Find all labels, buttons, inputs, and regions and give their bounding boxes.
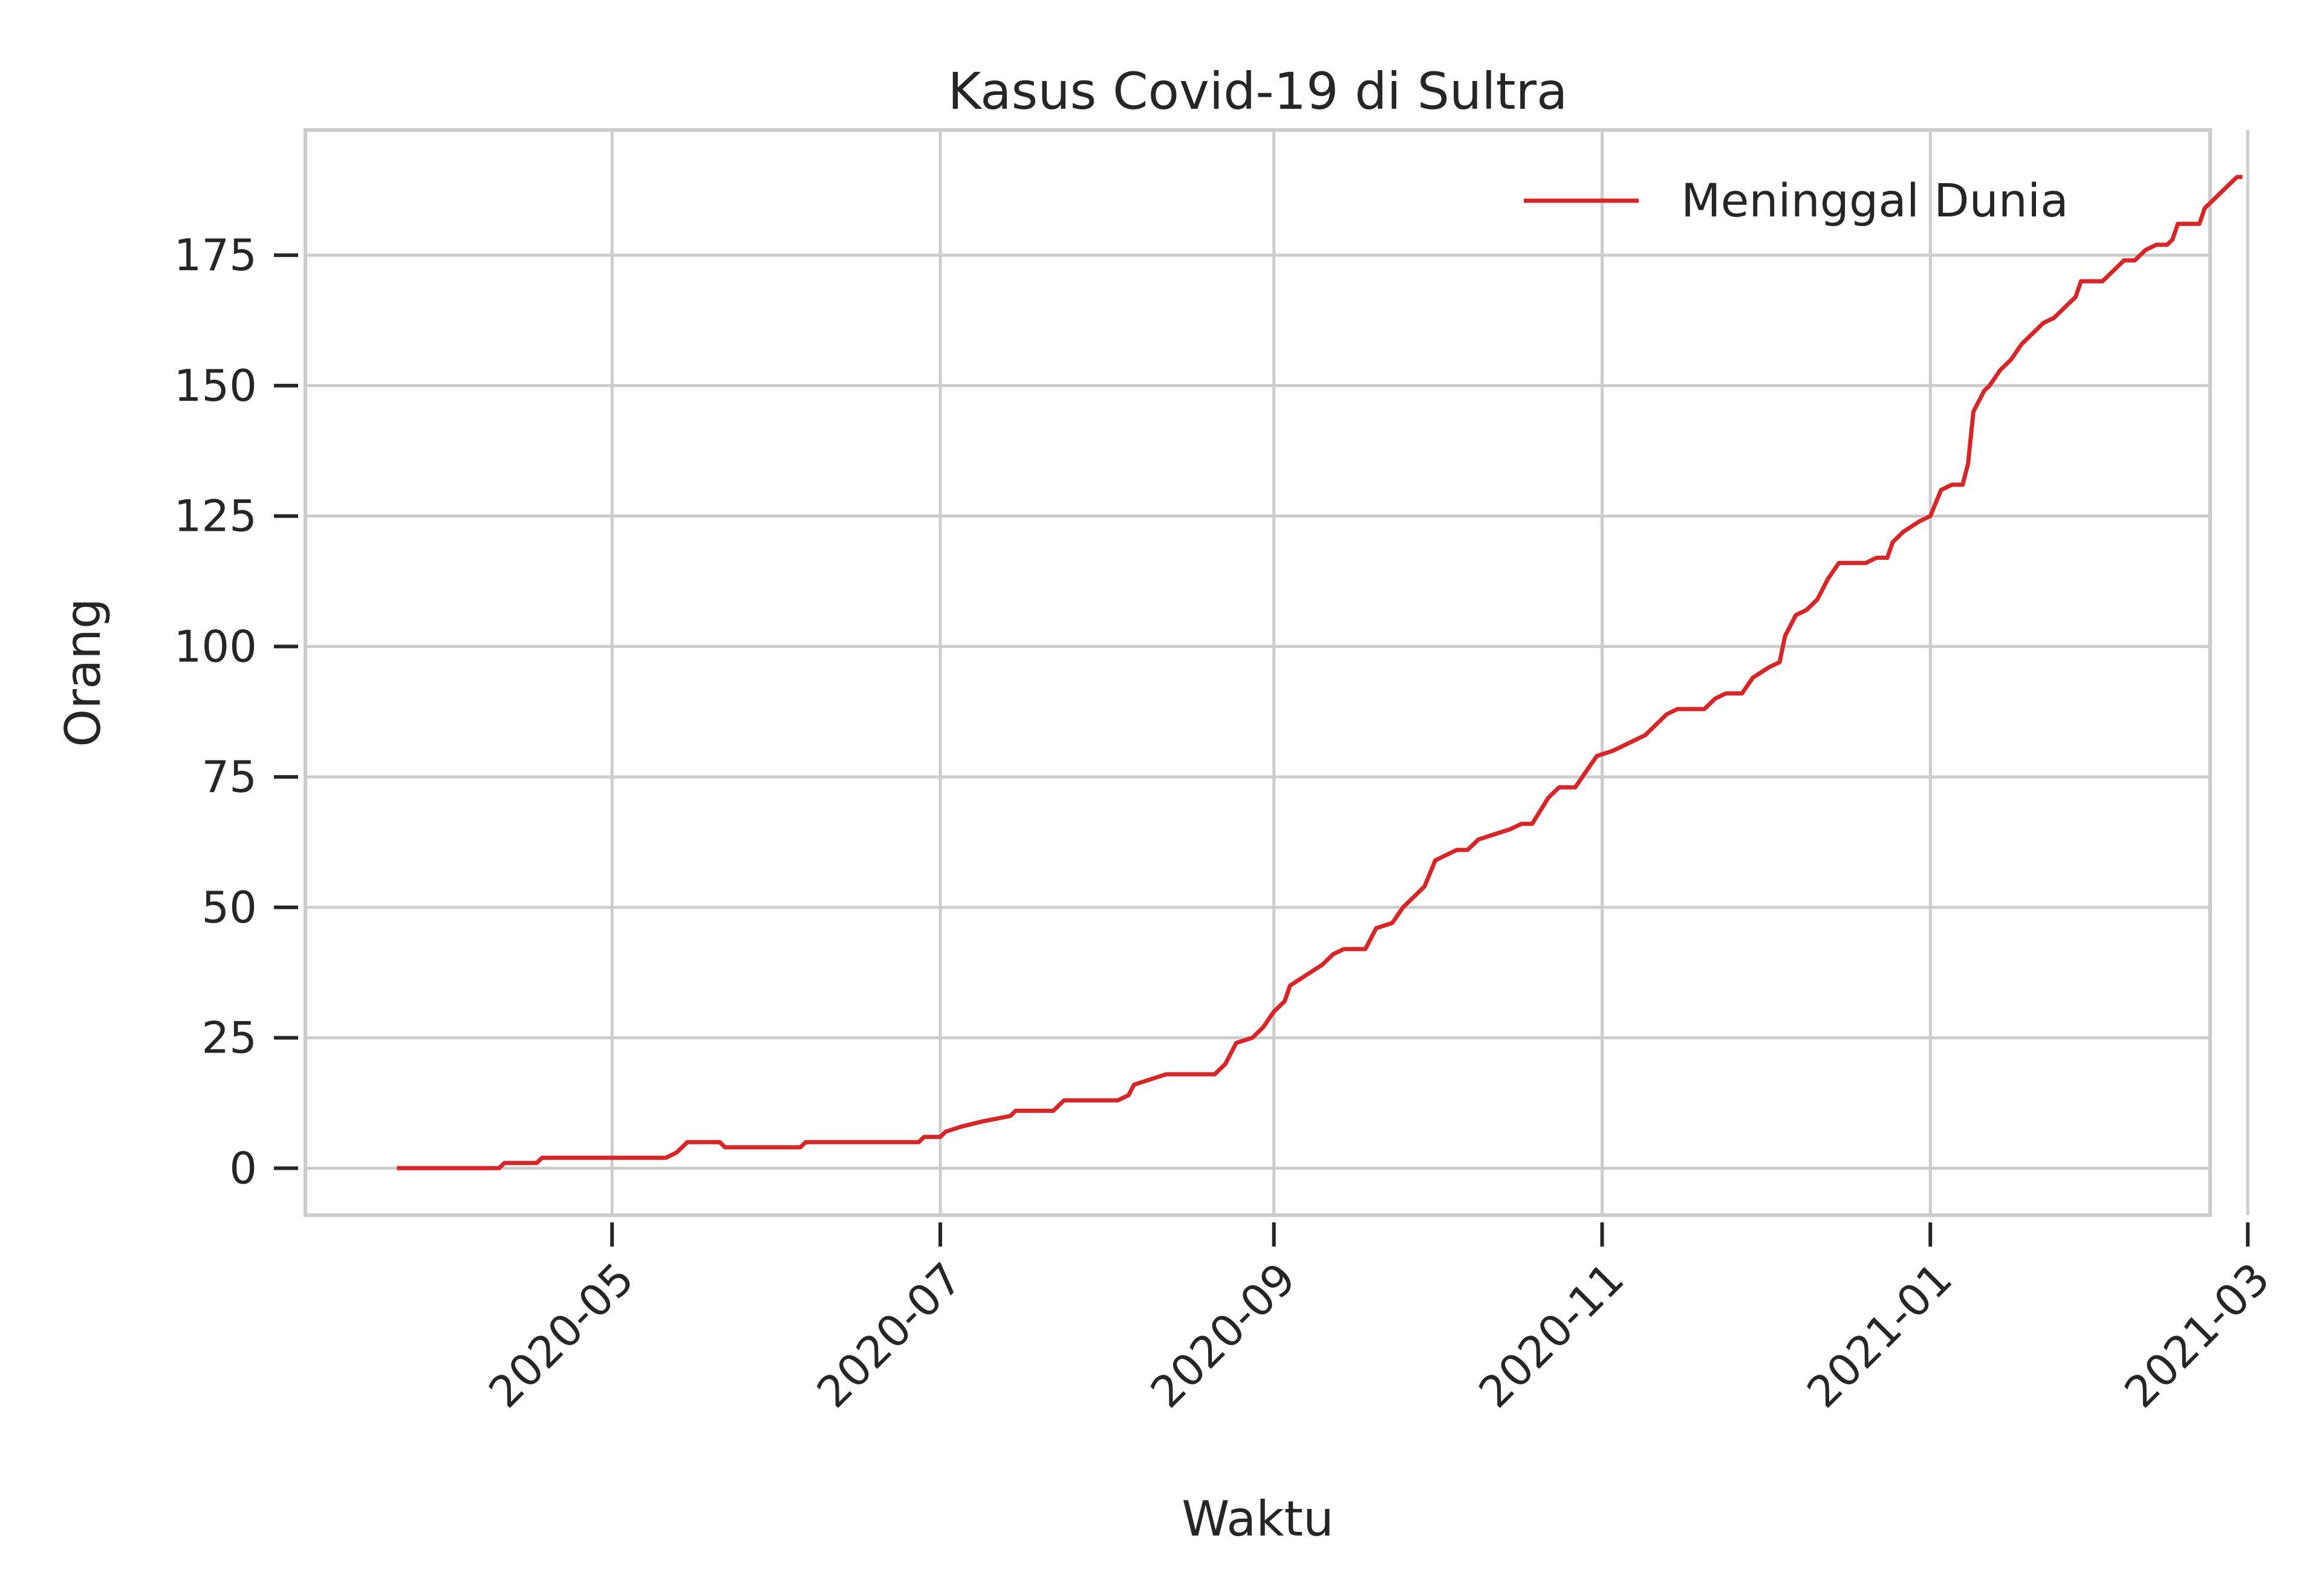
y-axis-title: Orang <box>55 598 111 747</box>
y-tick-label: 0 <box>229 1143 257 1193</box>
legend-label-meninggal-dunia: Meninggal Dunia <box>1681 174 2069 227</box>
chart-title: Kasus Covid-19 di Sultra <box>948 62 1567 121</box>
y-tick-label: 175 <box>174 230 257 281</box>
x-axis-title: Waktu <box>1182 1491 1333 1547</box>
y-tick-label: 125 <box>174 491 257 542</box>
grid-lines <box>305 130 2249 1215</box>
y-tick-label: 50 <box>201 882 257 933</box>
series-line-meninggal-dunia <box>397 175 2243 1170</box>
y-tick-label: 75 <box>201 751 257 802</box>
series-layer <box>397 175 2243 1170</box>
legend: Meninggal Dunia <box>1524 174 2069 227</box>
y-tick-label: 150 <box>174 360 257 411</box>
y-tick-label: 100 <box>174 621 257 672</box>
plot-frame <box>304 128 2212 1217</box>
y-tick-label: 25 <box>201 1013 257 1063</box>
